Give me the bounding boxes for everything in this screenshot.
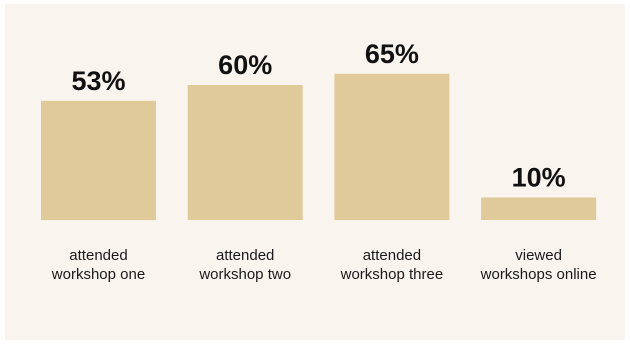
value-label-1: 53%	[71, 66, 125, 96]
bar-1	[41, 100, 156, 221]
category-label-line: attended	[216, 247, 274, 264]
bar-2	[187, 85, 303, 220]
category-label-2: attended workshop two	[198, 247, 291, 283]
value-label-2: 60%	[218, 50, 272, 80]
category-label-1: attended workshop one	[51, 247, 145, 283]
category-label-line: attended	[363, 247, 421, 264]
category-label-line: workshops online	[480, 266, 597, 283]
category-label-3: attended workshop three	[340, 247, 444, 283]
bar-3	[334, 73, 450, 221]
category-label-4: viewed workshops online	[480, 247, 597, 283]
bars-group	[41, 73, 597, 221]
category-label-line: attended	[69, 247, 127, 264]
bar-4	[481, 197, 597, 220]
category-label-line: workshop two	[198, 266, 291, 283]
category-label-line: workshop three	[340, 266, 444, 283]
category-labels-group: attended workshop one attended workshop two…	[51, 247, 597, 283]
category-label-line: workshop one	[51, 266, 145, 283]
value-label-3: 65%	[365, 39, 419, 69]
value-label-4: 10%	[512, 163, 566, 193]
value-labels-group: 53% 60% 65% 10%	[71, 39, 565, 193]
category-label-line: viewed	[515, 247, 562, 264]
